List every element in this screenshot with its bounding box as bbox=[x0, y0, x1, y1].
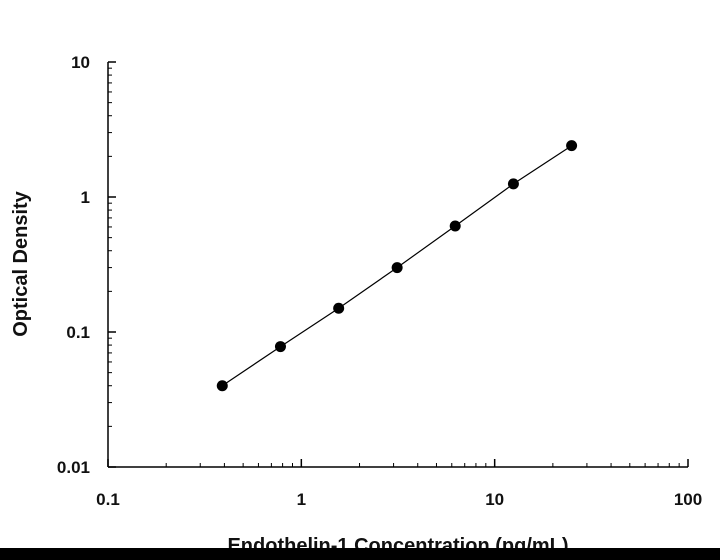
bottom-bar bbox=[0, 548, 720, 560]
y-tick-label: 10 bbox=[71, 53, 90, 72]
x-tick-label: 1 bbox=[297, 490, 306, 509]
axes bbox=[107, 62, 688, 468]
y-tick-label: 0.1 bbox=[66, 323, 90, 342]
series bbox=[216, 140, 578, 392]
data-point bbox=[216, 380, 228, 392]
y-tick-labels: 0.01 0.1 1 10 bbox=[57, 53, 90, 477]
data-point bbox=[391, 262, 403, 274]
x-ticks bbox=[107, 459, 689, 467]
x-tick-label: 100 bbox=[674, 490, 702, 509]
data-point bbox=[333, 302, 345, 314]
data-point bbox=[507, 178, 519, 190]
x-tick-label: 0.1 bbox=[96, 490, 120, 509]
x-tick-label: 10 bbox=[485, 490, 504, 509]
y-axis-title: Optical Density bbox=[10, 190, 32, 336]
data-point bbox=[274, 341, 286, 353]
y-tick-label: 1 bbox=[81, 188, 90, 207]
y-tick-label: 0.01 bbox=[57, 458, 90, 477]
y-ticks bbox=[108, 61, 116, 468]
data-point bbox=[449, 220, 461, 232]
x-tick-labels: 0.1 1 10 100 bbox=[96, 490, 702, 509]
data-point bbox=[566, 140, 578, 152]
